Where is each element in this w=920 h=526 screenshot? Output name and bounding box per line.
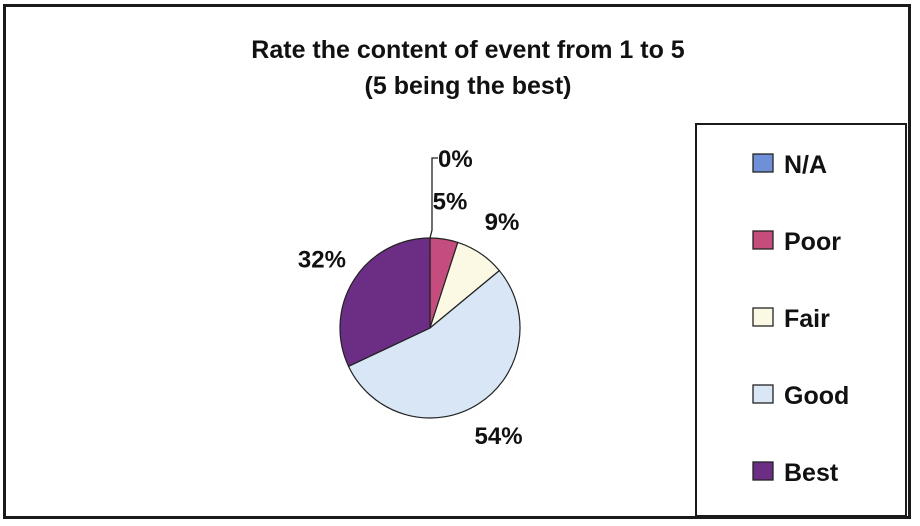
pie-slice-good (347, 269, 521, 419)
leader-lines (429, 157, 438, 239)
pie-slices (339, 237, 521, 419)
chart-title: Rate the content of event from 1 to 5 (251, 36, 684, 64)
legend: N/A Poor Fair Good Best (752, 151, 849, 487)
legend-label-n-a: N/A (784, 151, 827, 179)
legend-swatch-good (752, 384, 774, 404)
pie-label-poor: 5% (433, 189, 468, 216)
legend-swatch-fair (752, 307, 774, 327)
legend-label-good: Good (784, 382, 849, 410)
pie-label-n-a: 0% (438, 146, 473, 173)
legend-label-fair: Fair (784, 305, 830, 333)
leader-line-n-a (429, 157, 438, 239)
pie-slice-best (339, 237, 431, 368)
pie-label-fair: 9% (485, 209, 520, 236)
legend-swatch-n-a (752, 153, 774, 173)
pie-label-best: 32% (298, 246, 346, 273)
legend-swatch-best (752, 461, 774, 481)
pie-labels: 0% 5% 9% 54% 32% (298, 146, 523, 450)
legend-label-best: Best (784, 459, 839, 487)
chart-subtitle: (5 being the best) (365, 72, 572, 100)
legend-box (695, 123, 907, 517)
legend-label-poor: Poor (784, 228, 841, 256)
pie-label-good: 54% (475, 423, 523, 450)
legend-swatch-poor (752, 230, 774, 250)
